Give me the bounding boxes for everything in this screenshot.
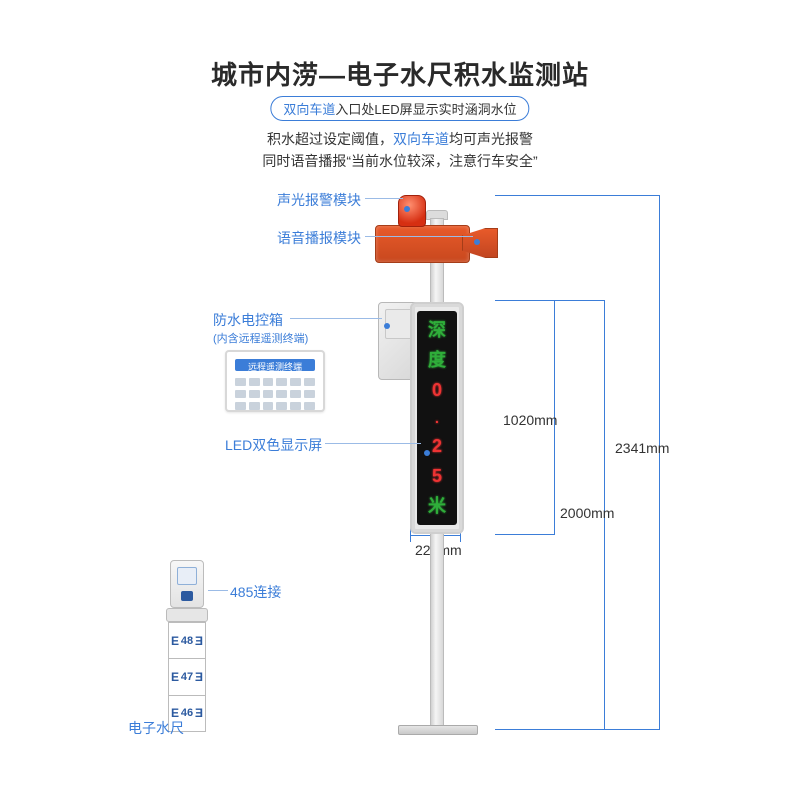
beacon-light bbox=[398, 195, 426, 227]
callout-line bbox=[365, 198, 403, 199]
desc-1a: 积水超过设定阈值， bbox=[267, 131, 393, 147]
page-title: 城市内涝—电子水尺积水监测站 bbox=[0, 55, 800, 92]
telemetry-terminal bbox=[225, 350, 325, 412]
water-ruler: 48 47 46 bbox=[168, 622, 206, 732]
callout-line bbox=[208, 590, 228, 591]
dimension-guide-total bbox=[495, 195, 660, 730]
desc-2: 同时语音播报“当前水位较深，注意行车安全” bbox=[0, 150, 800, 172]
gauge-clamp bbox=[166, 608, 208, 622]
callout-box: 防水电控箱 (内含远程遥测终端) bbox=[213, 310, 308, 346]
dim-total-label: 2341mm bbox=[615, 440, 669, 456]
badge-blue: 双向车道 bbox=[283, 102, 335, 117]
dim-panel-h-label: 1020mm bbox=[503, 412, 557, 428]
callout-485: 485连接 bbox=[230, 582, 281, 602]
pole-base bbox=[398, 725, 478, 735]
led-char: 度 bbox=[428, 351, 446, 369]
callout-line bbox=[325, 443, 421, 444]
callout-speaker: 语音播报模块 bbox=[277, 228, 361, 248]
callout-box-sub: (内含远程遥测终端) bbox=[213, 330, 308, 346]
gauge-head bbox=[170, 560, 204, 608]
ruler-segment: 47 bbox=[169, 659, 205, 695]
callout-box-main: 防水电控箱 bbox=[213, 312, 283, 328]
led-panel: 深 度 0 . 2 5 米 bbox=[417, 311, 457, 525]
callout-alarm: 声光报警模块 bbox=[277, 190, 361, 210]
dim-pole-label: 2000mm bbox=[560, 505, 614, 521]
callout-line bbox=[365, 236, 473, 237]
alarm-bracket bbox=[375, 225, 470, 263]
led-char: 米 bbox=[428, 497, 446, 515]
callout-led: LED双色显示屏 bbox=[225, 435, 322, 455]
callout-ruler: 电子水尺 bbox=[128, 718, 184, 738]
callout-dot bbox=[474, 239, 480, 245]
description-block: 积水超过设定阈值，双向车道均可声光报警 同时语音播报“当前水位较深，注意行车安全… bbox=[0, 128, 800, 173]
desc-1-blue: 双向车道 bbox=[393, 131, 449, 147]
led-char: 5 bbox=[432, 467, 442, 485]
callout-dot bbox=[424, 450, 430, 456]
callout-line bbox=[290, 318, 382, 319]
led-char: . bbox=[435, 411, 439, 425]
desc-1b: 均可声光报警 bbox=[449, 131, 533, 147]
ruler-segment: 48 bbox=[169, 623, 205, 659]
led-char: 深 bbox=[428, 321, 446, 339]
led-char: 2 bbox=[432, 437, 442, 455]
led-char: 0 bbox=[432, 381, 442, 399]
callout-dot bbox=[384, 323, 390, 329]
callout-dot bbox=[404, 206, 410, 212]
badge-rest: 入口处LED屏显示实时涵洞水位 bbox=[335, 102, 516, 117]
subtitle-badge: 双向车道入口处LED屏显示实时涵洞水位 bbox=[270, 96, 529, 121]
